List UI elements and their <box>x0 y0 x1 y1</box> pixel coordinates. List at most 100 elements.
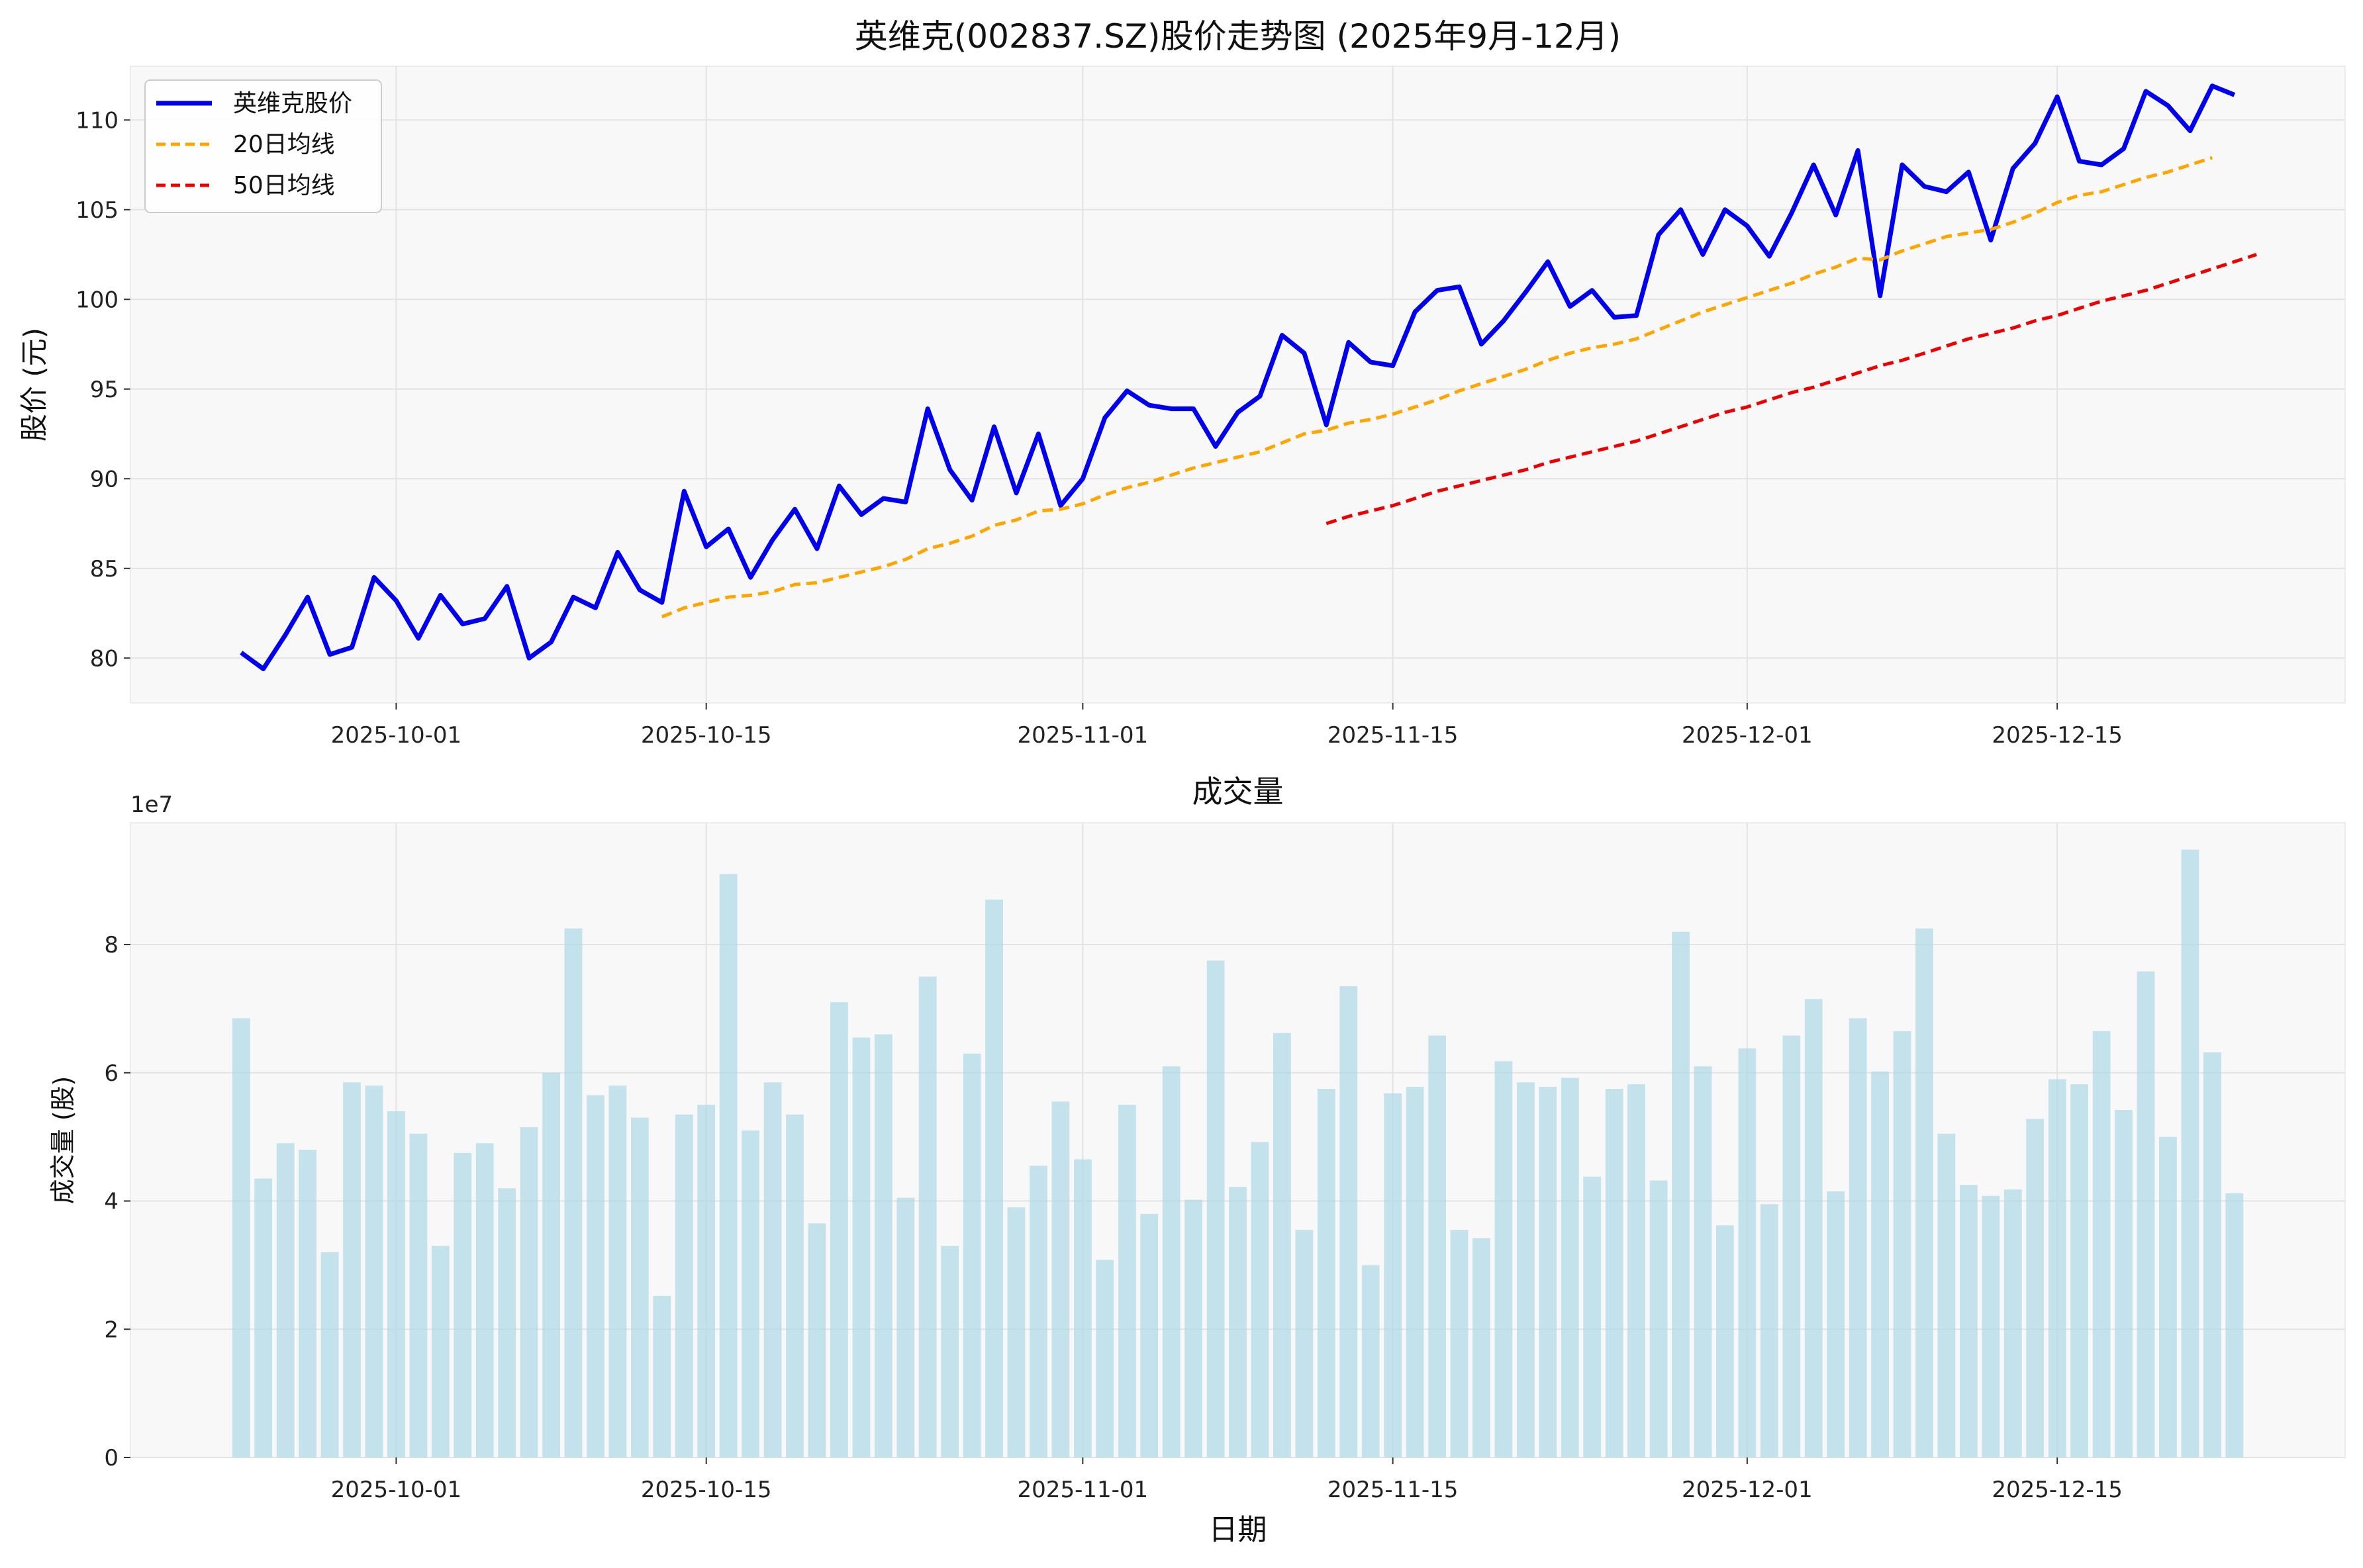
volume-bar <box>1206 960 1225 1457</box>
volume-bar <box>587 1095 604 1457</box>
volume-bar <box>1184 1199 1202 1457</box>
volume-bar <box>1804 999 1823 1457</box>
stock-price-line <box>240 83 2236 671</box>
volume-bar <box>2225 1193 2244 1457</box>
volume-bar <box>2070 1084 2088 1457</box>
volume-bar <box>254 1178 273 1457</box>
volume-scale-offset-label: 1e7 <box>130 792 173 818</box>
price-chart-panel: 80 85 90 95 100 105 110 2025-10-01 2025-10-15 202… <box>18 17 2346 749</box>
volume-bar <box>2003 1189 2022 1457</box>
volume-bar <box>1273 1033 1291 1457</box>
price-y-tick-label: 90 <box>90 466 119 492</box>
volume-bar <box>320 1252 339 1457</box>
volume-bar <box>1871 1071 1889 1457</box>
volume-bar <box>1051 1101 1070 1457</box>
volume-bar <box>387 1111 405 1457</box>
volume-bar <box>2159 1136 2177 1457</box>
volume-bar <box>1384 1093 1402 1457</box>
volume-bar <box>763 1082 782 1457</box>
volume-chart-panel: 0 2 4 6 8 2025-10-01 2025-10-15 2025-11-01 2025-… <box>48 774 2346 1547</box>
volume-bar <box>1915 928 1933 1457</box>
volume-bar <box>1494 1061 1513 1457</box>
volume-bar <box>1716 1225 1734 1457</box>
volume-y-tick-label: 8 <box>104 932 119 958</box>
volume-bar <box>1937 1133 1956 1457</box>
volume-bar <box>1428 1035 1446 1457</box>
volume-x-tick-label: 2025-12-01 <box>1682 1477 1813 1503</box>
price-y-tick-label: 110 <box>75 107 119 134</box>
price-y-tick-label: 95 <box>90 377 119 403</box>
volume-bar <box>1406 1087 1424 1457</box>
price-x-tick-label: 2025-10-15 <box>641 722 772 749</box>
volume-bar <box>475 1143 494 1457</box>
volume-bar <box>985 899 1003 1457</box>
volume-bar <box>1583 1176 1602 1457</box>
volume-y-tick-label: 4 <box>104 1189 119 1215</box>
volume-x-tick-label: 2025-12-15 <box>1992 1477 2123 1503</box>
volume-bar <box>2048 1079 2066 1457</box>
legend-label-ma20: 20日均线 <box>233 131 335 158</box>
volume-bar <box>1450 1230 1469 1457</box>
volume-bar <box>1229 1187 1247 1457</box>
volume-bar <box>2181 849 2199 1457</box>
price-series-group <box>240 83 2257 671</box>
volume-bar <box>1694 1066 1712 1457</box>
volume-bar <box>852 1037 871 1457</box>
price-x-tick-label: 2025-12-01 <box>1682 722 1813 749</box>
volume-bars-group <box>232 849 2244 1457</box>
volume-bar <box>2203 1052 2221 1457</box>
price-x-tick-label: 2025-12-15 <box>1992 722 2123 749</box>
price-x-tick-label: 2025-11-15 <box>1327 722 1459 749</box>
volume-bar <box>1649 1180 1668 1457</box>
volume-bar <box>1672 931 1690 1457</box>
ma50-line <box>1326 253 2257 526</box>
volume-bar <box>742 1130 759 1457</box>
volume-bar <box>365 1085 383 1457</box>
volume-bar <box>1251 1142 1269 1457</box>
price-legend: 英维克股价 20日均线 50日均线 <box>144 79 382 213</box>
price-plot-area <box>130 66 2346 704</box>
volume-bar <box>1760 1204 1778 1457</box>
price-axes: 80 85 90 95 100 105 110 2025-10-01 2025-10-15 202… <box>75 66 2123 749</box>
price-y-tick-label: 80 <box>90 645 119 672</box>
price-grid <box>130 66 2345 703</box>
volume-bar <box>1627 1084 1645 1457</box>
volume-bar <box>299 1150 316 1457</box>
volume-bar <box>2115 1110 2133 1457</box>
volume-bar <box>1827 1191 1845 1457</box>
volume-x-axis-label: 日期 <box>1209 1513 1267 1547</box>
volume-bar <box>1517 1082 1535 1457</box>
volume-bar <box>454 1152 472 1457</box>
volume-bar <box>608 1085 627 1457</box>
volume-bar <box>542 1072 560 1457</box>
volume-bar <box>1162 1066 1181 1457</box>
volume-bar <box>675 1114 693 1457</box>
price-y-axis-label: 股价 (元) <box>18 328 50 441</box>
volume-bar <box>1982 1195 2000 1457</box>
volume-bar <box>564 928 583 1457</box>
volume-bar <box>896 1197 915 1457</box>
volume-bar <box>1140 1213 1159 1457</box>
legend-label-ma50: 50日均线 <box>233 172 335 199</box>
volume-bar <box>697 1105 716 1457</box>
volume-y-tick-label: 0 <box>104 1445 119 1471</box>
legend-box <box>144 79 382 213</box>
volume-bar <box>874 1034 892 1457</box>
volume-bar <box>1960 1185 1978 1457</box>
volume-bar <box>1539 1087 1557 1457</box>
volume-bar <box>409 1133 428 1457</box>
volume-x-tick-label: 2025-10-15 <box>641 1477 772 1503</box>
volume-bar <box>498 1188 516 1457</box>
volume-bar <box>1605 1089 1623 1457</box>
price-y-tick-label: 85 <box>90 556 119 582</box>
volume-bar <box>1361 1265 1380 1457</box>
volume-bar <box>1096 1260 1114 1457</box>
volume-bar <box>1295 1230 1314 1457</box>
price-y-tick-label: 105 <box>75 197 119 224</box>
volume-bar <box>276 1143 295 1457</box>
volume-bar <box>1030 1166 1047 1457</box>
volume-bar <box>1317 1089 1335 1457</box>
volume-bar <box>1561 1078 1579 1457</box>
volume-chart-title: 成交量 <box>1192 774 1284 809</box>
